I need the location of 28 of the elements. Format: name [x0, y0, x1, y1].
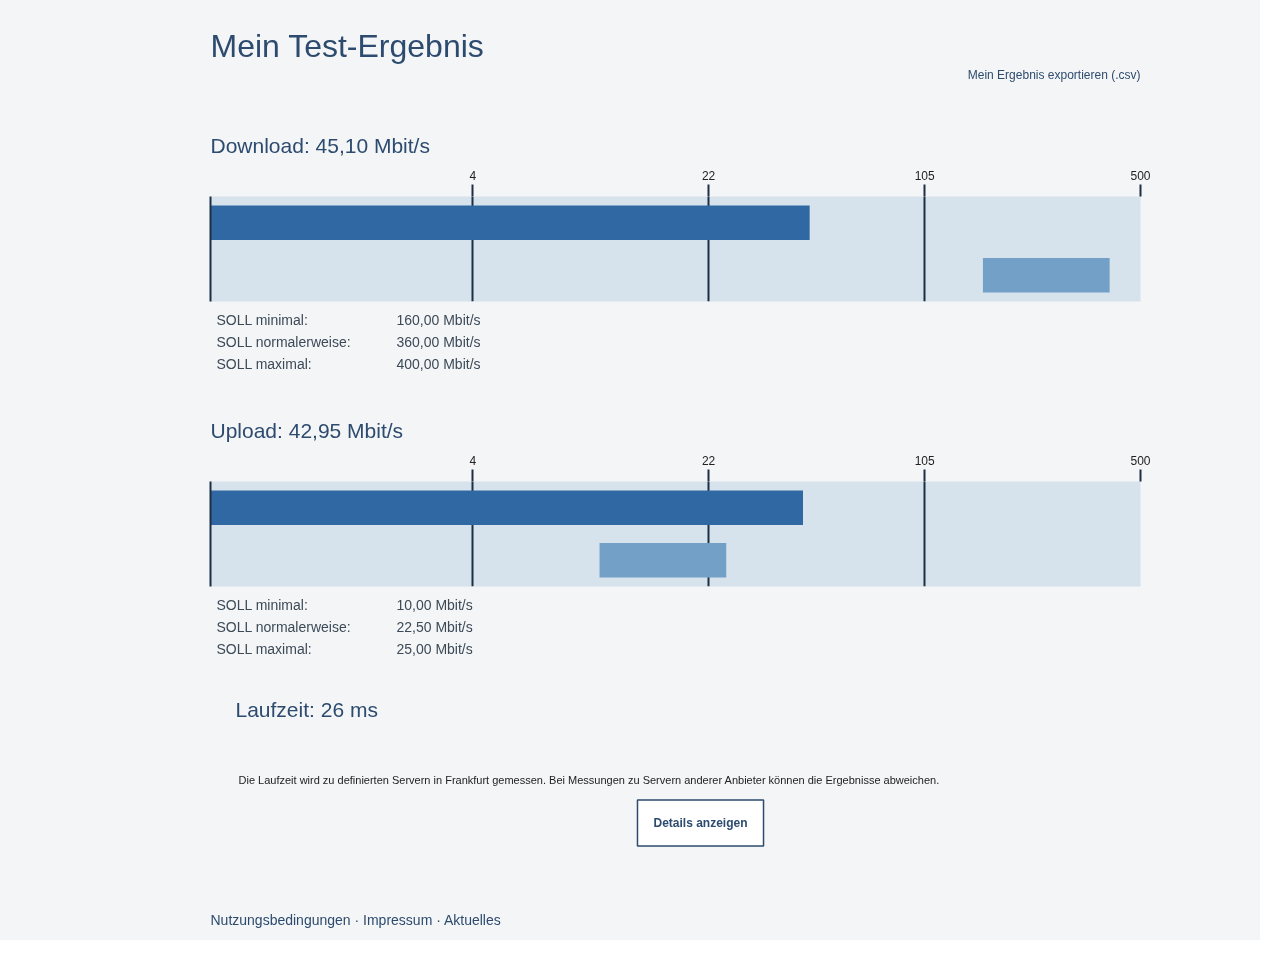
x-tick-label: 500 [1130, 168, 1151, 183]
text: Mein Test-Ergebnis [210, 27, 484, 64]
x-tick-label: 500 [1130, 453, 1151, 468]
text: 360,00 Mbit/s [396, 333, 481, 350]
text: SOLL maximal: [216, 355, 312, 372]
text: Mein Ergebnis exportieren (.csv) [967, 67, 1141, 82]
text: SOLL normalerweise: [216, 333, 351, 350]
text: 400,00 Mbit/s [396, 355, 481, 372]
text: 160,00 Mbit/s [396, 311, 481, 328]
x-tick-label: 4 [469, 168, 477, 183]
text: SOLL maximal: [216, 640, 312, 657]
text: 10,00 Mbit/s [396, 596, 473, 613]
chart-title: Download: 45,10 Mbit/s [210, 133, 430, 157]
text: 25,00 Mbit/s [396, 640, 473, 657]
text: Nutzungsbedingungen · Impressum · Aktuelles [210, 912, 501, 929]
x-tick-label: 22 [701, 168, 716, 183]
x-tick-label: 105 [914, 453, 936, 468]
text: 22,50 Mbit/s [396, 618, 473, 635]
x-tick-label: 105 [914, 168, 936, 183]
text: SOLL minimal: [216, 311, 308, 328]
text: SOLL minimal: [216, 596, 308, 613]
text: SOLL normalerweise: [216, 618, 351, 635]
chart-title: Upload: 42,95 Mbit/s [210, 418, 404, 442]
text: Details anzeigen [653, 815, 748, 830]
text: Laufzeit: 26 ms [235, 697, 378, 721]
x-tick-label: 4 [469, 453, 477, 468]
x-tick-label: 22 [701, 453, 716, 468]
text: Die Laufzeit wird zu definierten Servern in Frankfurt gemessen. Bei Messungen zu Servern anderer Anbieter können die Ergebnisse abweichen. [238, 773, 940, 786]
